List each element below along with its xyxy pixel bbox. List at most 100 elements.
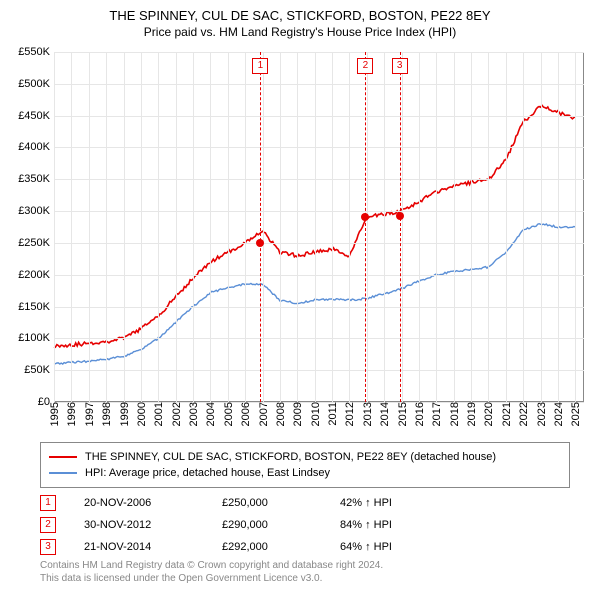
x-axis-label: 2009 xyxy=(290,402,304,426)
chart-title: THE SPINNEY, CUL DE SAC, STICKFORD, BOST… xyxy=(0,0,600,23)
chart-subtitle: Price paid vs. HM Land Registry's House … xyxy=(0,23,600,45)
events-table: 1 20-NOV-2006 £250,000 42% ↑ HPI 2 30-NOV-201… xyxy=(40,492,570,558)
legend-swatch-hpi xyxy=(49,472,77,474)
events-table-delta: 84% ↑ HPI xyxy=(340,519,570,531)
gridline-v xyxy=(124,52,125,402)
gridline-v xyxy=(158,52,159,402)
x-axis-label: 1995 xyxy=(47,402,61,426)
events-table-badge: 1 xyxy=(40,495,56,511)
gridline-v xyxy=(402,52,403,402)
x-axis-label: 2020 xyxy=(481,402,495,426)
x-axis-label: 1999 xyxy=(117,402,131,426)
gridline-h xyxy=(54,243,584,244)
x-axis-label: 2002 xyxy=(169,402,183,426)
gridline-v xyxy=(54,52,55,402)
x-axis-label: 2003 xyxy=(186,402,200,426)
gridline-v xyxy=(263,52,264,402)
event-line-3 xyxy=(400,52,401,402)
gridline-v xyxy=(280,52,281,402)
legend-label-property: THE SPINNEY, CUL DE SAC, STICKFORD, BOST… xyxy=(85,451,496,463)
event-line-2 xyxy=(365,52,366,402)
x-axis-label: 1997 xyxy=(82,402,96,426)
events-table-date: 21-NOV-2014 xyxy=(84,541,194,553)
events-table-badge: 3 xyxy=(40,539,56,555)
gridline-h xyxy=(54,275,584,276)
gridline-v xyxy=(245,52,246,402)
events-table-date: 20-NOV-2006 xyxy=(84,497,194,509)
gridline-h xyxy=(54,84,584,85)
footer-line-1: Contains HM Land Registry data © Crown c… xyxy=(40,560,570,573)
gridline-v xyxy=(523,52,524,402)
chart-footer: Contains HM Land Registry data © Crown c… xyxy=(40,560,570,585)
event-badge-1: 1 xyxy=(252,58,268,74)
events-table-date: 30-NOV-2012 xyxy=(84,519,194,531)
x-axis-label: 2025 xyxy=(568,402,582,426)
events-table-delta: 42% ↑ HPI xyxy=(340,497,570,509)
gridline-v xyxy=(106,52,107,402)
gridline-v xyxy=(454,52,455,402)
events-table-delta: 64% ↑ HPI xyxy=(340,541,570,553)
events-table-row: 230-NOV-2012£290,00084% ↑ HPI xyxy=(40,514,570,536)
x-axis-label: 2007 xyxy=(256,402,270,426)
gridline-v xyxy=(384,52,385,402)
gridline-v xyxy=(558,52,559,402)
gridline-v xyxy=(297,52,298,402)
events-table-row: 1 20-NOV-2006 £250,000 42% ↑ HPI xyxy=(40,492,570,514)
chart-plot-area: £0£50K£100K£150K£200K£250K£300K£350K£400… xyxy=(54,52,584,402)
gridline-v xyxy=(71,52,72,402)
y-axis-label: £400K xyxy=(18,141,54,153)
y-axis-label: £500K xyxy=(18,78,54,90)
x-axis-label: 2024 xyxy=(551,402,565,426)
y-axis-label: £550K xyxy=(18,46,54,58)
gridline-v xyxy=(506,52,507,402)
gridline-v xyxy=(349,52,350,402)
legend-label-hpi: HPI: Average price, detached house, East… xyxy=(85,467,330,479)
gridline-v xyxy=(488,52,489,402)
y-axis-label: £450K xyxy=(18,110,54,122)
x-axis-label: 2014 xyxy=(377,402,391,426)
gridline-v xyxy=(419,52,420,402)
gridline-h xyxy=(54,116,584,117)
gridline-v xyxy=(89,52,90,402)
x-axis-label: 2016 xyxy=(412,402,426,426)
x-axis-label: 2018 xyxy=(447,402,461,426)
chart-legend: THE SPINNEY, CUL DE SAC, STICKFORD, BOST… xyxy=(40,442,570,488)
x-axis-label: 2012 xyxy=(342,402,356,426)
y-axis-label: £100K xyxy=(18,332,54,344)
legend-swatch-property xyxy=(49,456,77,458)
gridline-v xyxy=(436,52,437,402)
y-axis-label: £300K xyxy=(18,205,54,217)
x-axis-label: 2023 xyxy=(534,402,548,426)
event-marker-3 xyxy=(396,212,404,220)
footer-line-2: This data is licensed under the Open Gov… xyxy=(40,573,570,586)
y-axis-label: £200K xyxy=(18,269,54,281)
event-marker-1 xyxy=(256,239,264,247)
y-axis-label: £350K xyxy=(18,173,54,185)
event-badge-3: 3 xyxy=(392,58,408,74)
gridline-v xyxy=(575,52,576,402)
events-table-price: £250,000 xyxy=(222,497,312,509)
x-axis-label: 2013 xyxy=(360,402,374,426)
gridline-v xyxy=(315,52,316,402)
events-table-price: £292,000 xyxy=(222,541,312,553)
y-axis-label: £250K xyxy=(18,237,54,249)
x-axis-label: 2022 xyxy=(516,402,530,426)
x-axis-label: 2004 xyxy=(203,402,217,426)
events-table-badge: 2 xyxy=(40,517,56,533)
x-axis-label: 2010 xyxy=(308,402,322,426)
x-axis-label: 2008 xyxy=(273,402,287,426)
gridline-h xyxy=(54,370,584,371)
gridline-h xyxy=(54,52,584,53)
x-axis-label: 2000 xyxy=(134,402,148,426)
chart-lines-svg xyxy=(54,52,584,402)
gridline-v xyxy=(176,52,177,402)
gridline-v xyxy=(210,52,211,402)
events-table-row: 3 21-NOV-2014 £292,000 64% ↑ HPI xyxy=(40,536,570,558)
chart-container: THE SPINNEY, CUL DE SAC, STICKFORD, BOST… xyxy=(0,0,600,590)
y-axis-label: £50K xyxy=(24,364,54,376)
x-axis-label: 2005 xyxy=(221,402,235,426)
gridline-h xyxy=(54,179,584,180)
gridline-h xyxy=(54,211,584,212)
x-axis-label: 2021 xyxy=(499,402,513,426)
gridline-v xyxy=(228,52,229,402)
